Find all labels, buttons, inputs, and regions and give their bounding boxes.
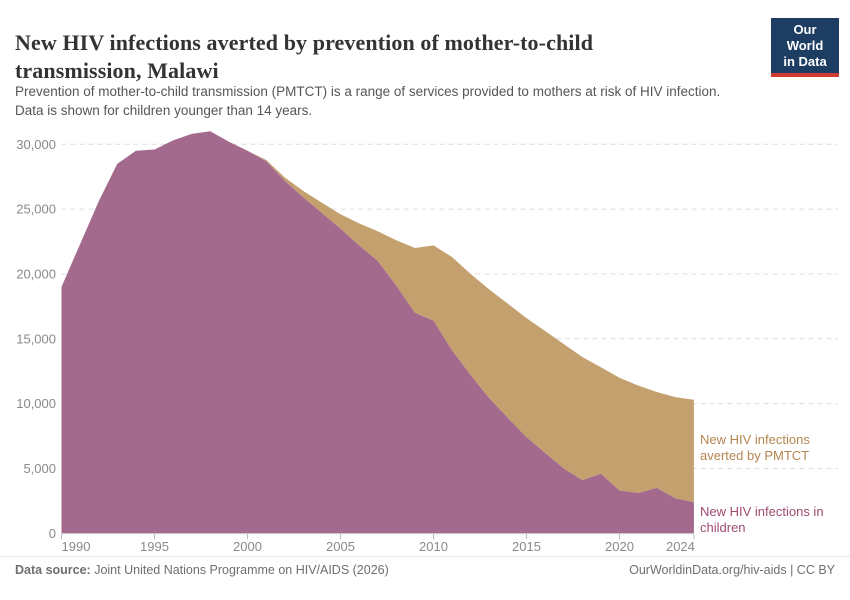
subtitle-line-2: Data is shown for children younger than …: [15, 103, 313, 118]
footer-divider: [0, 556, 850, 557]
x-tick-label: 1995: [140, 539, 169, 554]
footer-source: Data source: Joint United Nations Progra…: [15, 563, 389, 577]
owid-logo-line2: in Data: [783, 54, 827, 69]
area-infections-in-children: [61, 131, 694, 534]
page-subtitle: Prevention of mother-to-child transmissi…: [15, 82, 720, 120]
y-tick-label: 10,000: [16, 396, 56, 411]
y-tick-label: 20,000: [16, 267, 56, 282]
x-tick-label: 2020: [605, 539, 634, 554]
y-tick-label: 15,000: [16, 331, 56, 346]
x-tick-label: 2024: [666, 539, 695, 554]
footer-credit: OurWorldinData.org/hiv-aids | CC BY: [629, 563, 835, 577]
owid-logo-line1: Our World: [786, 22, 824, 53]
footer-source-text: Joint United Nations Programme on HIV/AI…: [90, 563, 389, 577]
x-tick-label: 2010: [419, 539, 448, 554]
series-label-averted: New HIV infections averted by PMTCT: [700, 432, 810, 463]
y-tick-label: 30,000: [16, 137, 56, 152]
y-tick-label: 5,000: [23, 461, 56, 476]
owid-logo: Our World in Data: [771, 18, 839, 77]
x-tick-label: 2000: [233, 539, 262, 554]
x-tick-label: 2005: [326, 539, 355, 554]
x-tick-label: 2015: [512, 539, 541, 554]
series-label-children: New HIV infections in children: [700, 504, 824, 535]
y-tick-label: 0: [49, 526, 56, 541]
x-tick-label: 1990: [62, 539, 91, 554]
area-averted-by-pmtct: [61, 131, 694, 503]
page-title: New HIV infections averted by prevention…: [15, 29, 594, 83]
footer-source-label: Data source:: [15, 563, 91, 577]
subtitle-line-1: Prevention of mother-to-child transmissi…: [15, 84, 721, 99]
footer: Data source: Joint United Nations Progra…: [15, 563, 835, 577]
y-tick-label: 25,000: [16, 202, 56, 217]
